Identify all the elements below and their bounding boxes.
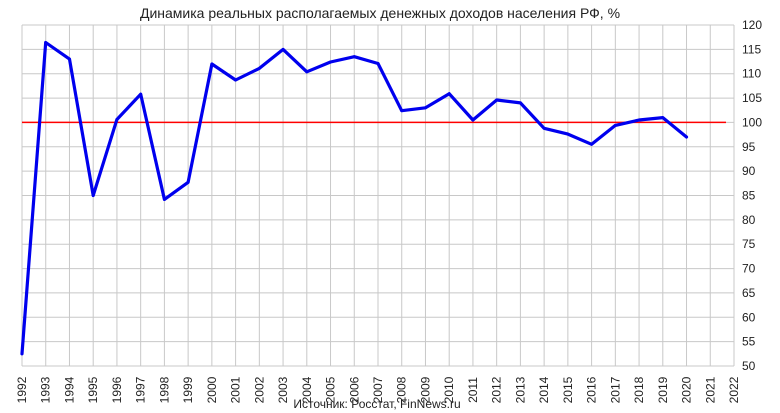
x-tick-label-2006: 2006	[347, 376, 361, 403]
data-point-2010	[447, 92, 451, 96]
data-point-2006	[352, 55, 356, 59]
x-tick-label-2004: 2004	[300, 376, 314, 403]
data-point-2007	[376, 62, 380, 65]
data-point-2003	[281, 48, 285, 51]
data-point-2015	[566, 132, 570, 136]
y-tick-label-75: 75	[742, 237, 756, 251]
data-point-2012	[495, 98, 499, 102]
y-tick-label-110: 110	[742, 67, 761, 81]
y-tick-label-55: 55	[742, 335, 756, 349]
x-tick-label-2016: 2016	[585, 376, 599, 403]
y-tick-label-85: 85	[742, 189, 756, 203]
data-point-1992	[20, 352, 24, 356]
x-tick-label-2009: 2009	[418, 376, 432, 403]
x-tick-label-2013: 2013	[513, 376, 527, 403]
x-tick-label-2012: 2012	[490, 376, 504, 403]
x-tick-label-2011: 2011	[466, 377, 480, 403]
y-tick-label-115: 115	[742, 42, 761, 56]
data-point-2016	[590, 142, 593, 146]
x-tick-label-2008: 2008	[395, 376, 409, 403]
x-tick-label-1996: 1996	[110, 376, 124, 403]
data-point-1999	[186, 180, 190, 184]
data-point-2013	[519, 101, 522, 105]
x-tick-label-1992: 1992	[15, 376, 29, 403]
x-tick-label-2019: 2019	[656, 376, 670, 403]
data-point-1998	[163, 198, 166, 201]
x-tick-label-2022: 2022	[727, 376, 741, 403]
x-axis-ticks: 1992 1993 1994 1995 1996 1997 1998 1999 2000 2001…	[15, 376, 741, 403]
data-point-2000	[210, 62, 214, 66]
x-tick-label-2021: 2021	[703, 376, 717, 403]
y-tick-label-95: 95	[742, 140, 756, 154]
data-point-1997	[139, 92, 143, 96]
y-tick-label-80: 80	[742, 213, 756, 227]
x-tick-label-2015: 2015	[561, 376, 575, 403]
y-axis-ticks: 50 55 60 65 70 75 80 85 90 95 100 105 110 115 120	[742, 18, 762, 373]
x-tick-label-1998: 1998	[157, 376, 171, 403]
data-point-2001	[234, 78, 238, 82]
data-point-2020	[685, 135, 688, 139]
y-tick-label-100: 100	[742, 115, 762, 129]
data-point-2019	[661, 116, 665, 119]
x-tick-label-1993: 1993	[39, 376, 53, 403]
x-tick-label-2018: 2018	[632, 376, 646, 403]
y-tick-label-65: 65	[742, 286, 756, 300]
x-tick-label-1997: 1997	[134, 376, 148, 403]
y-tick-label-105: 105	[742, 91, 762, 105]
data-point-1996	[115, 118, 119, 121]
y-tick-label-120: 120	[742, 18, 762, 32]
x-tick-label-1999: 1999	[181, 376, 195, 403]
x-tick-label-1994: 1994	[62, 376, 76, 403]
x-tick-label-2020: 2020	[680, 376, 694, 403]
y-tick-label-70: 70	[742, 262, 756, 276]
data-point-2009	[424, 106, 427, 110]
chart-title: Динамика реальных располагаемых денежных…	[140, 5, 620, 21]
x-tick-label-2005: 2005	[324, 376, 338, 403]
data-point-2018	[637, 118, 641, 122]
x-tick-label-1995: 1995	[86, 376, 100, 403]
data-point-2005	[329, 60, 332, 64]
y-tick-label-90: 90	[742, 164, 756, 178]
series-layer	[20, 40, 689, 356]
x-tick-label-2003: 2003	[276, 376, 290, 403]
y-tick-label-60: 60	[742, 310, 756, 324]
x-tick-label-2000: 2000	[205, 376, 219, 403]
x-tick-label-2002: 2002	[252, 376, 266, 403]
y-tick-label-50: 50	[742, 359, 756, 373]
x-tick-label-2010: 2010	[442, 376, 456, 403]
data-point-2014	[542, 126, 546, 130]
data-point-1993	[44, 41, 48, 44]
x-tick-label-2017: 2017	[608, 376, 622, 403]
x-tick-label-2007: 2007	[371, 376, 385, 403]
x-tick-label-2001: 2001	[229, 376, 243, 403]
x-tick-label-2014: 2014	[537, 376, 551, 403]
data-point-2004	[305, 70, 309, 74]
data-point-2011	[471, 118, 475, 122]
data-point-2008	[400, 109, 404, 113]
chart-source: Источник: Росстат, FinNews.ru	[293, 397, 460, 411]
data-point-1995	[91, 194, 95, 197]
data-point-2002	[257, 67, 261, 70]
data-point-1994	[68, 57, 71, 61]
data-point-2017	[613, 124, 617, 127]
